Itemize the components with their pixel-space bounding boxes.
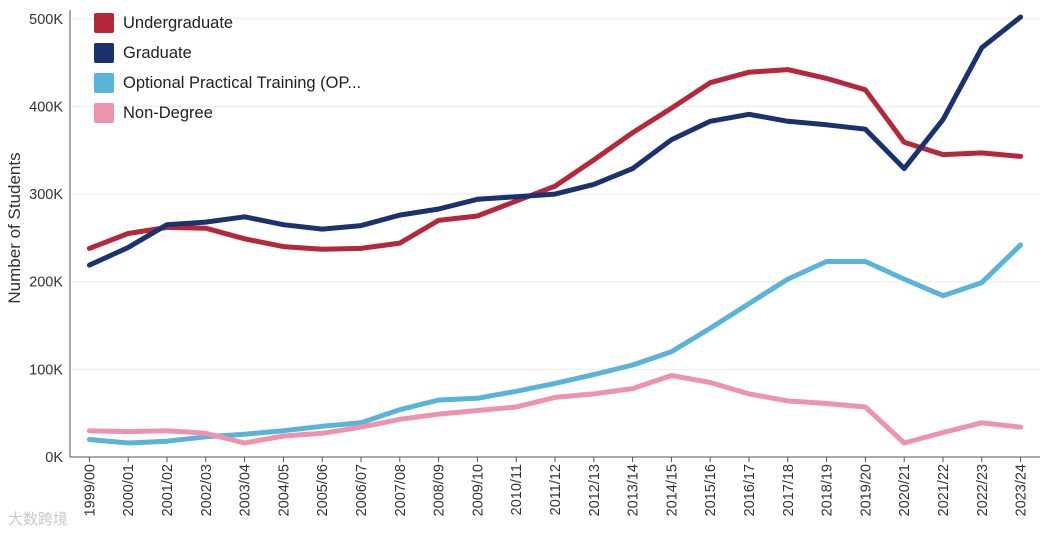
series-line-graduate[interactable] [86,14,1024,268]
y-tick-label: 500K [29,12,63,28]
x-tick-label: 2022/23 [975,464,991,516]
x-tick-label: 2018/19 [820,464,836,516]
x-tick-label: 2010/11 [509,464,525,515]
legend-item-undergraduate[interactable]: Undergraduate [94,8,361,38]
legend-item-graduate[interactable]: Graduate [94,38,361,68]
legend-item-non-degree[interactable]: Non-Degree [94,98,361,128]
y-tick-label: 0K [45,450,63,466]
legend-swatch-graduate [94,43,114,63]
x-tick-label: 2002/03 [199,464,215,516]
x-tick-label: 2001/02 [160,464,176,516]
legend-label-non-degree: Non-Degree [123,103,213,122]
x-tick-label: 2021/22 [936,464,952,516]
legend-item-opt[interactable]: Optional Practical Training (OP... [94,68,361,98]
x-tick-label: 2016/17 [742,464,758,516]
series-line-undergraduate[interactable] [86,67,1024,252]
series-line-optional-practical-training-op[interactable] [86,242,1024,446]
x-tick-label: 2020/21 [897,464,913,516]
x-tick-label: 2007/08 [393,464,409,516]
x-tick-label: 2003/04 [238,464,254,516]
y-tick-label: 400K [29,99,63,115]
x-tick-label: 2013/14 [626,464,642,516]
x-tick-label: 2017/18 [781,464,797,516]
x-tick-label: 2014/15 [664,464,680,516]
legend-label-graduate: Graduate [123,43,192,62]
y-axis-ticks: 0K 100K 200K 300K 400K 500K [29,12,63,466]
x-tick-label: 2015/16 [703,464,719,516]
x-tick-label: 2004/05 [276,464,292,516]
series-line-non-degree[interactable] [86,373,1024,446]
y-tick-label: 200K [29,275,63,291]
x-tick-label: 1999/00 [82,464,98,516]
x-tick-label: 2006/07 [354,464,370,516]
y-tick-label: 300K [29,187,63,203]
x-tick-label: 2023/24 [1014,464,1030,516]
legend-swatch-undergraduate [94,13,114,33]
x-tick-label: 2012/13 [587,464,603,516]
x-tick-label: 2008/09 [432,464,448,516]
x-tick-label: 2005/06 [315,464,331,516]
watermark-logo: 大数跨境 [8,511,69,528]
series-lines [86,14,1024,446]
y-tick-label: 100K [29,362,63,378]
y-axis-label: Number of Students [5,152,24,303]
legend-swatch-non-degree [94,103,114,123]
x-tick-label: 2000/01 [121,464,137,516]
x-tick-label: 2011/12 [548,464,564,515]
x-axis-ticks: 1999/00 2000/01 2001/02 2002/03 2003/04 2004/… [82,457,1030,516]
legend-label-opt: Optional Practical Training (OP... [123,73,362,92]
x-tick-label: 2009/10 [470,464,486,516]
legend: Undergraduate Graduate Optional Practica… [94,8,361,128]
legend-swatch-opt [94,73,114,93]
legend-label-undergraduate: Undergraduate [123,13,234,32]
x-tick-label: 2019/20 [858,464,874,516]
